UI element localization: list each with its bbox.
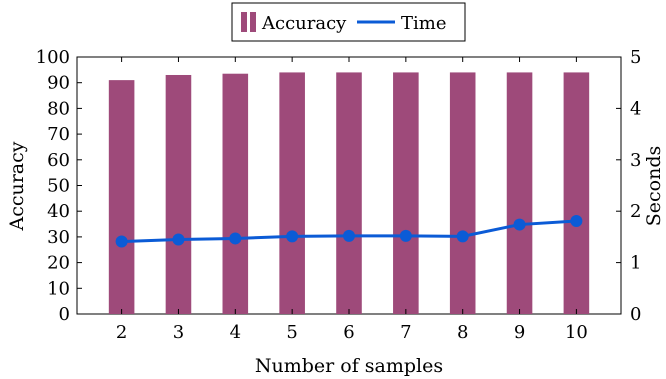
accuracy-bar: [222, 73, 249, 314]
y-tick-label-left: 70: [47, 124, 70, 145]
accuracy-bar: [506, 72, 533, 314]
time-point: [456, 230, 469, 243]
time-point: [229, 232, 242, 245]
accuracy-bar: [279, 72, 305, 314]
time-point: [343, 229, 355, 242]
y-tick-label-left: 90: [47, 73, 70, 94]
x-tick-label: 9: [514, 322, 525, 343]
x-tick-label: 8: [457, 322, 468, 343]
y-axis-label-right: Seconds: [643, 146, 665, 227]
y-tick-label-right: 3: [630, 150, 641, 171]
y-tick-label-left: 100: [36, 47, 70, 68]
legend-time-label: Time: [401, 13, 446, 34]
time-point: [172, 233, 185, 246]
x-tick-label: 4: [230, 322, 241, 343]
y-tick-label-left: 60: [47, 150, 70, 171]
y-tick-label-left: 10: [47, 278, 70, 299]
x-tick-label: 7: [400, 322, 411, 343]
accuracy-bar: [108, 80, 135, 314]
y-tick-label-right: 0: [630, 304, 641, 325]
y-tick-label-left: 50: [47, 176, 70, 197]
time-line: [115, 214, 583, 248]
time-point: [286, 230, 299, 243]
legend-accuracy-swatch: [241, 12, 256, 32]
y-tick-label-right: 4: [630, 98, 641, 119]
x-tick-label: 3: [173, 322, 184, 343]
y-tick-label-left: 80: [47, 98, 70, 119]
x-tick-label: 6: [343, 322, 354, 343]
axis-ticks: [77, 56, 621, 315]
time-point: [570, 214, 583, 227]
time-point: [513, 218, 526, 231]
accuracy-bar: [563, 72, 590, 314]
time-point: [115, 235, 128, 248]
accuracy-bar: [393, 72, 419, 314]
legend-accuracy-label: Accuracy: [261, 13, 347, 34]
y-tick-label-left: 30: [47, 227, 70, 248]
y-tick-label-right: 1: [630, 253, 641, 274]
time-point: [399, 229, 412, 242]
y-tick-label-left: 40: [47, 201, 70, 222]
y-tick-label-right: 5: [630, 47, 641, 68]
x-tick-label: 10: [565, 322, 588, 343]
accuracy-bar: [449, 72, 476, 314]
legend-box: [231, 2, 466, 42]
accuracy-bar: [336, 72, 362, 314]
x-tick-label: 2: [116, 322, 127, 343]
x-axis-label: Number of samples: [255, 355, 443, 377]
y-tick-label-left: 20: [47, 253, 70, 274]
accuracy-bar: [165, 74, 192, 315]
legend: Accuracy Time: [231, 2, 466, 42]
y-tick-label-right: 2: [630, 201, 641, 222]
x-tick-label: 5: [286, 322, 297, 343]
y-tick-label-left: 0: [59, 304, 70, 325]
accuracy-bars: [108, 72, 590, 315]
y-axis-label-left: Accuracy: [6, 141, 28, 231]
